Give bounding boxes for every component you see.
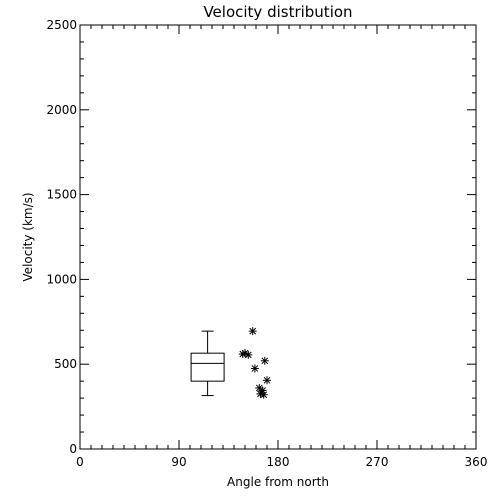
y-tick-label: 2000	[46, 103, 77, 117]
data-point	[238, 350, 247, 359]
y-tick-label: 500	[54, 357, 77, 371]
boxplot	[190, 330, 225, 397]
x-tick-label: 270	[366, 455, 389, 469]
y-tick-label: 1000	[46, 272, 77, 286]
data-point	[263, 376, 271, 385]
data-point-stroke	[263, 376, 271, 384]
x-axis-label: Angle from north	[227, 475, 329, 489]
data-point-stroke	[249, 327, 257, 335]
y-axis-label: Velocity (km/s)	[21, 192, 35, 281]
y-tick-label: 1500	[46, 188, 77, 202]
x-tick-label: 90	[171, 455, 186, 469]
data-point	[244, 350, 253, 359]
data-point-stroke	[261, 357, 269, 365]
x-tick-label: 0	[76, 455, 84, 469]
data-point-stroke	[257, 390, 264, 398]
axis-ticks	[79, 24, 477, 450]
data-point	[248, 327, 257, 336]
axis-tick-labels: 0 90 180 270 360 0 500 1000 1500 2000 2500	[46, 18, 487, 469]
x-tick-label: 360	[465, 455, 488, 469]
data-point-stroke	[239, 350, 247, 358]
data-point-stroke	[251, 365, 259, 372]
scatter-points	[238, 327, 271, 399]
data-point-stroke	[244, 351, 252, 359]
data-point	[259, 390, 268, 399]
x-tick-label: 180	[267, 455, 290, 469]
plot-frame	[79, 24, 477, 450]
data-point	[260, 356, 269, 365]
data-point-stroke	[255, 384, 263, 392]
y-tick-label: 2500	[46, 18, 77, 32]
data-point-stroke	[260, 391, 268, 399]
boxplot-box	[190, 352, 225, 382]
chart-title: Velocity distribution	[203, 3, 352, 21]
data-point	[250, 364, 259, 373]
y-tick-label: 0	[69, 442, 77, 456]
